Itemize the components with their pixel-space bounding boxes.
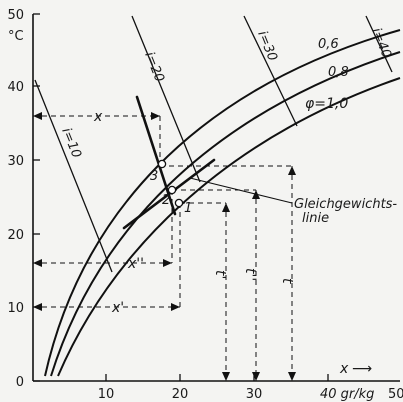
enthalpy-line-20 (131, 15, 201, 183)
curve-label-08: 0,8 (328, 65, 349, 80)
x-tick-30: 30 (246, 387, 263, 402)
curve-phi-06 (44, 29, 401, 377)
callout-line-1: Gleichgewichts- (294, 197, 397, 212)
dim-label-x-double-prime: x'' (127, 256, 144, 272)
curve-label-10: φ=1,0 (305, 96, 348, 112)
point-1-marker (174, 198, 184, 208)
dim-label-x: x (93, 109, 103, 125)
enthalpy-line-30 (243, 15, 298, 127)
x-tick-10: 10 (98, 387, 115, 402)
x-tick-40: 40 gr/kg (320, 387, 374, 402)
x-axis-label: x (339, 361, 349, 377)
y-tick-30: 30 (7, 154, 24, 169)
dim-label-t-prime: t' (212, 270, 228, 279)
y-tick-20: 20 (7, 228, 24, 243)
curve-label-06: 0,6 (318, 37, 339, 52)
y-unit-label: °C (8, 29, 24, 44)
y-tick-10: 10 (7, 301, 24, 316)
y-tick-0: 0 (16, 375, 24, 390)
dim-label-t: t (279, 278, 295, 284)
x-axis-arrow: ⟶ (352, 361, 372, 377)
y-tick-40: 40 (7, 80, 24, 95)
point-3-marker (157, 159, 167, 169)
enthalpy-label-10: i=10 (58, 126, 84, 160)
point-2-marker (167, 185, 177, 195)
process-line-equilibrium (122, 158, 216, 230)
curve-phi-10 (57, 77, 401, 377)
equilibrium-leader (189, 177, 293, 204)
point-1-label: 1 (184, 201, 192, 216)
enthalpy-label-20: i=20 (141, 50, 167, 84)
point-3-label: 3 (150, 169, 158, 184)
x-tick-20: 20 (172, 387, 189, 402)
point-2-label: 2 (162, 193, 170, 208)
enthalpy-line-40 (365, 15, 393, 73)
dim-label-x-prime: x' (111, 300, 124, 316)
y-tick-50: 50 (7, 8, 24, 23)
callout-line-2: linie (302, 211, 329, 226)
curve-phi-08 (50, 51, 401, 377)
dim-label-t-double-prime: t'' (242, 268, 258, 281)
x-tick-50: 50 (388, 387, 403, 402)
